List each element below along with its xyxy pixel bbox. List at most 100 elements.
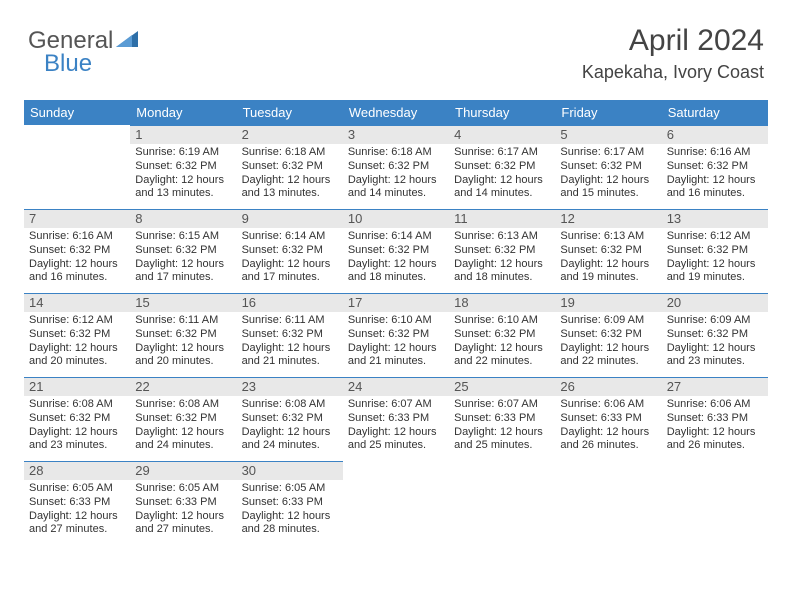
daylight-line: Daylight: 12 hours and 24 minutes. bbox=[242, 426, 338, 454]
day-number: 13 bbox=[662, 209, 768, 228]
calendar-cell: 21Sunrise: 6:08 AMSunset: 6:32 PMDayligh… bbox=[24, 377, 130, 461]
day-number: 23 bbox=[237, 377, 343, 396]
sunset-line: Sunset: 6:32 PM bbox=[348, 160, 444, 174]
day-details: Sunrise: 6:16 AMSunset: 6:32 PMDaylight:… bbox=[662, 144, 768, 204]
day-details: Sunrise: 6:12 AMSunset: 6:32 PMDaylight:… bbox=[24, 312, 130, 372]
daylight-line: Daylight: 12 hours and 20 minutes. bbox=[29, 342, 125, 370]
daylight-line: Daylight: 12 hours and 17 minutes. bbox=[135, 258, 231, 286]
sunrise-line: Sunrise: 6:07 AM bbox=[348, 398, 444, 412]
sunset-line: Sunset: 6:32 PM bbox=[135, 244, 231, 258]
sunset-line: Sunset: 6:32 PM bbox=[242, 244, 338, 258]
page-title: April 2024 bbox=[629, 24, 764, 58]
day-number: 30 bbox=[237, 461, 343, 480]
calendar-week-row: 14Sunrise: 6:12 AMSunset: 6:32 PMDayligh… bbox=[24, 293, 768, 377]
sunrise-line: Sunrise: 6:06 AM bbox=[667, 398, 763, 412]
daylight-line: Daylight: 12 hours and 19 minutes. bbox=[667, 258, 763, 286]
daylight-line: Daylight: 12 hours and 18 minutes. bbox=[348, 258, 444, 286]
day-details: Sunrise: 6:17 AMSunset: 6:32 PMDaylight:… bbox=[449, 144, 555, 204]
sunrise-line: Sunrise: 6:05 AM bbox=[242, 482, 338, 496]
day-number: 12 bbox=[555, 209, 661, 228]
sunrise-line: Sunrise: 6:09 AM bbox=[560, 314, 656, 328]
day-number: 9 bbox=[237, 209, 343, 228]
sunrise-line: Sunrise: 6:11 AM bbox=[135, 314, 231, 328]
day-number: 3 bbox=[343, 125, 449, 144]
daylight-line: Daylight: 12 hours and 27 minutes. bbox=[29, 510, 125, 538]
calendar-cell: 2Sunrise: 6:18 AMSunset: 6:32 PMDaylight… bbox=[237, 125, 343, 209]
sunset-line: Sunset: 6:32 PM bbox=[242, 412, 338, 426]
daylight-line: Daylight: 12 hours and 23 minutes. bbox=[29, 426, 125, 454]
daylight-line: Daylight: 12 hours and 27 minutes. bbox=[135, 510, 231, 538]
daylight-line: Daylight: 12 hours and 18 minutes. bbox=[454, 258, 550, 286]
calendar-cell: 25Sunrise: 6:07 AMSunset: 6:33 PMDayligh… bbox=[449, 377, 555, 461]
day-number: 27 bbox=[662, 377, 768, 396]
day-details: Sunrise: 6:16 AMSunset: 6:32 PMDaylight:… bbox=[24, 228, 130, 288]
sunrise-line: Sunrise: 6:06 AM bbox=[560, 398, 656, 412]
calendar-cell: 16Sunrise: 6:11 AMSunset: 6:32 PMDayligh… bbox=[237, 293, 343, 377]
calendar-cell bbox=[343, 461, 449, 545]
daylight-line: Daylight: 12 hours and 25 minutes. bbox=[454, 426, 550, 454]
day-details: Sunrise: 6:10 AMSunset: 6:32 PMDaylight:… bbox=[343, 312, 449, 372]
sunset-line: Sunset: 6:33 PM bbox=[454, 412, 550, 426]
daylight-line: Daylight: 12 hours and 24 minutes. bbox=[135, 426, 231, 454]
sunset-line: Sunset: 6:33 PM bbox=[348, 412, 444, 426]
calendar-cell: 11Sunrise: 6:13 AMSunset: 6:32 PMDayligh… bbox=[449, 209, 555, 293]
daylight-line: Daylight: 12 hours and 21 minutes. bbox=[348, 342, 444, 370]
calendar-cell: 3Sunrise: 6:18 AMSunset: 6:32 PMDaylight… bbox=[343, 125, 449, 209]
day-details: Sunrise: 6:08 AMSunset: 6:32 PMDaylight:… bbox=[237, 396, 343, 456]
day-number: 11 bbox=[449, 209, 555, 228]
calendar-cell: 5Sunrise: 6:17 AMSunset: 6:32 PMDaylight… bbox=[555, 125, 661, 209]
calendar-cell bbox=[24, 125, 130, 209]
sunset-line: Sunset: 6:32 PM bbox=[560, 328, 656, 342]
day-number: 20 bbox=[662, 293, 768, 312]
sunrise-line: Sunrise: 6:18 AM bbox=[242, 146, 338, 160]
day-number: 10 bbox=[343, 209, 449, 228]
sunrise-line: Sunrise: 6:14 AM bbox=[348, 230, 444, 244]
calendar-cell bbox=[662, 461, 768, 545]
sunrise-line: Sunrise: 6:14 AM bbox=[242, 230, 338, 244]
calendar-cell: 28Sunrise: 6:05 AMSunset: 6:33 PMDayligh… bbox=[24, 461, 130, 545]
daylight-line: Daylight: 12 hours and 20 minutes. bbox=[135, 342, 231, 370]
sunset-line: Sunset: 6:32 PM bbox=[454, 328, 550, 342]
day-details: Sunrise: 6:13 AMSunset: 6:32 PMDaylight:… bbox=[449, 228, 555, 288]
sunset-line: Sunset: 6:32 PM bbox=[135, 160, 231, 174]
weekday-header: Thursday bbox=[449, 100, 555, 125]
day-details: Sunrise: 6:13 AMSunset: 6:32 PMDaylight:… bbox=[555, 228, 661, 288]
calendar-cell: 29Sunrise: 6:05 AMSunset: 6:33 PMDayligh… bbox=[130, 461, 236, 545]
sunset-line: Sunset: 6:32 PM bbox=[29, 328, 125, 342]
sunset-line: Sunset: 6:32 PM bbox=[348, 244, 444, 258]
day-details: Sunrise: 6:18 AMSunset: 6:32 PMDaylight:… bbox=[237, 144, 343, 204]
daylight-line: Daylight: 12 hours and 17 minutes. bbox=[242, 258, 338, 286]
sunrise-line: Sunrise: 6:12 AM bbox=[29, 314, 125, 328]
calendar-cell: 1Sunrise: 6:19 AMSunset: 6:32 PMDaylight… bbox=[130, 125, 236, 209]
sunrise-line: Sunrise: 6:08 AM bbox=[242, 398, 338, 412]
daylight-line: Daylight: 12 hours and 14 minutes. bbox=[348, 174, 444, 202]
location-subtitle: Kapekaha, Ivory Coast bbox=[582, 62, 764, 83]
calendar-cell: 12Sunrise: 6:13 AMSunset: 6:32 PMDayligh… bbox=[555, 209, 661, 293]
day-details: Sunrise: 6:06 AMSunset: 6:33 PMDaylight:… bbox=[662, 396, 768, 456]
day-details: Sunrise: 6:05 AMSunset: 6:33 PMDaylight:… bbox=[130, 480, 236, 540]
sunset-line: Sunset: 6:32 PM bbox=[454, 160, 550, 174]
sunrise-line: Sunrise: 6:15 AM bbox=[135, 230, 231, 244]
day-number: 16 bbox=[237, 293, 343, 312]
daylight-line: Daylight: 12 hours and 28 minutes. bbox=[242, 510, 338, 538]
calendar-cell: 15Sunrise: 6:11 AMSunset: 6:32 PMDayligh… bbox=[130, 293, 236, 377]
daylight-line: Daylight: 12 hours and 21 minutes. bbox=[242, 342, 338, 370]
sunset-line: Sunset: 6:32 PM bbox=[560, 160, 656, 174]
calendar-cell: 6Sunrise: 6:16 AMSunset: 6:32 PMDaylight… bbox=[662, 125, 768, 209]
day-number: 15 bbox=[130, 293, 236, 312]
sunrise-line: Sunrise: 6:10 AM bbox=[348, 314, 444, 328]
sunset-line: Sunset: 6:33 PM bbox=[560, 412, 656, 426]
daylight-line: Daylight: 12 hours and 15 minutes. bbox=[560, 174, 656, 202]
weekday-header: Tuesday bbox=[237, 100, 343, 125]
weekday-header: Sunday bbox=[24, 100, 130, 125]
calendar-week-row: 21Sunrise: 6:08 AMSunset: 6:32 PMDayligh… bbox=[24, 377, 768, 461]
sunset-line: Sunset: 6:33 PM bbox=[135, 496, 231, 510]
sunset-line: Sunset: 6:32 PM bbox=[135, 412, 231, 426]
brand-triangle-icon bbox=[116, 26, 138, 54]
day-details: Sunrise: 6:06 AMSunset: 6:33 PMDaylight:… bbox=[555, 396, 661, 456]
day-number: 28 bbox=[24, 461, 130, 480]
calendar-cell: 7Sunrise: 6:16 AMSunset: 6:32 PMDaylight… bbox=[24, 209, 130, 293]
sunrise-line: Sunrise: 6:10 AM bbox=[454, 314, 550, 328]
daylight-line: Daylight: 12 hours and 16 minutes. bbox=[667, 174, 763, 202]
calendar-cell: 24Sunrise: 6:07 AMSunset: 6:33 PMDayligh… bbox=[343, 377, 449, 461]
